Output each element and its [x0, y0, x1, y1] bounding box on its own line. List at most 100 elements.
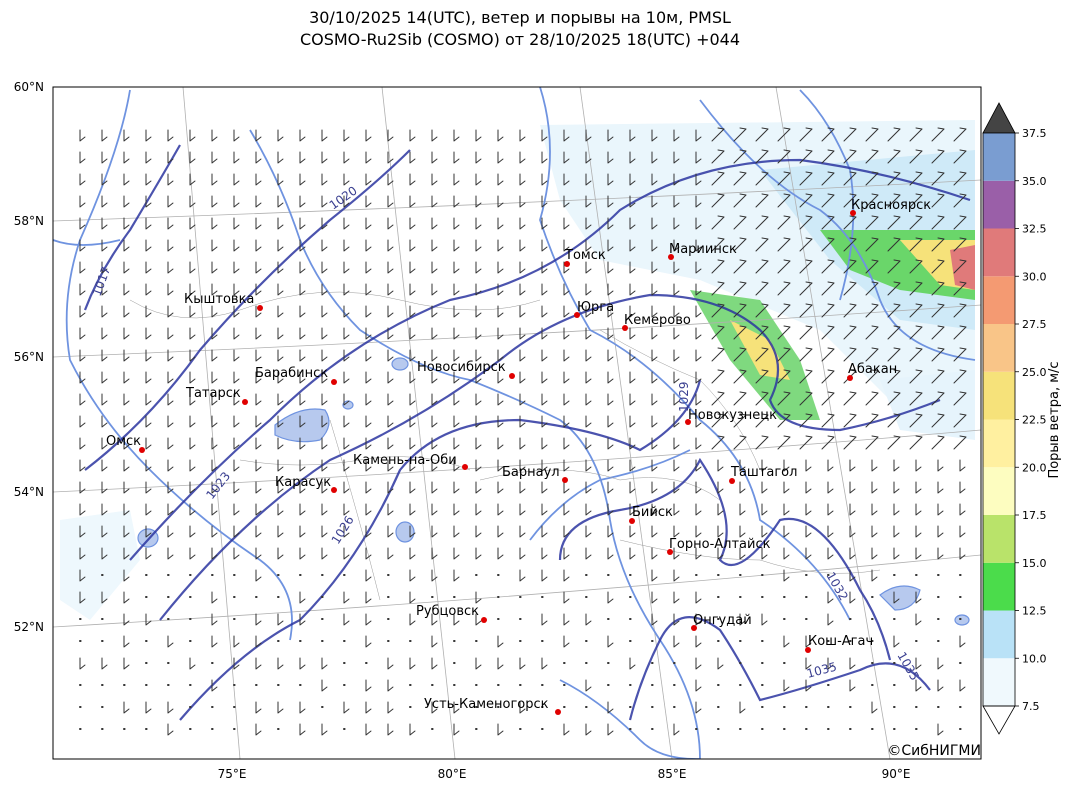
wind-barb: [211, 679, 218, 692]
wind-barb: [387, 349, 394, 362]
wind-barb: [519, 239, 526, 252]
wind-barb: [365, 151, 372, 164]
wind-barb: [343, 481, 350, 494]
wind-barb: [145, 481, 152, 494]
wind-barb: [299, 503, 306, 516]
wind-barb: [607, 217, 614, 230]
wind-barb: [167, 547, 174, 560]
wind-barb: [299, 371, 306, 384]
wind-barb: [409, 261, 416, 274]
wind-barb: [695, 591, 702, 604]
wind-barb: [629, 657, 636, 670]
wind-barb: [475, 591, 482, 604]
wind-barb: [255, 371, 262, 384]
wind-barb: [79, 195, 86, 208]
wind-barb: [101, 415, 108, 428]
wind-barb: [431, 173, 438, 186]
wind-barb: [497, 547, 504, 560]
wind-barb: [865, 347, 879, 362]
wind-barb: [931, 215, 945, 230]
wind-barb: [123, 305, 130, 318]
wind-barb: [695, 657, 702, 670]
wind-barb: [233, 327, 240, 340]
wind-barb: [695, 701, 702, 714]
wind-barb: [931, 237, 945, 252]
wind-barb: [865, 237, 879, 252]
wind-barb: [821, 215, 835, 230]
wind-barb: [673, 217, 680, 230]
wind-barb: [887, 193, 901, 208]
wind-barb: [871, 547, 878, 560]
wind-barb: [497, 635, 504, 648]
colorbar-under-arrow: [982, 705, 1016, 735]
wind-barb: [519, 547, 526, 560]
wind-barb: [821, 369, 835, 384]
wind-barb: [541, 481, 548, 494]
city-label: Омск: [106, 434, 141, 449]
colorbar-bin: [983, 324, 1015, 372]
wind-barb: [865, 193, 879, 208]
wind-barb: [541, 217, 548, 230]
wind-barb: [453, 503, 460, 516]
wind-barb: [277, 129, 284, 142]
wind-barb: [409, 239, 416, 252]
wind-barb: [629, 195, 636, 208]
wind-barb: [931, 391, 945, 406]
wind-barb: [101, 239, 108, 252]
city-label: Барнаул: [502, 465, 560, 480]
wind-barb: [541, 195, 548, 208]
wind-barb: [475, 173, 482, 186]
wind-barb: [695, 129, 702, 142]
wind-barb: [233, 547, 240, 560]
wind-barb: [277, 305, 284, 318]
wind-barb: [255, 635, 262, 648]
wind-barb: [585, 459, 592, 472]
wind-barb: [909, 259, 923, 274]
wind-barb: [519, 503, 526, 516]
wind-barb: [497, 349, 504, 362]
wind-barb: [233, 261, 240, 274]
city-label: Юрга: [577, 300, 614, 315]
wind-barb: [101, 261, 108, 274]
wind-barb: [101, 151, 108, 164]
wind-barb: [277, 349, 284, 362]
wind-barb: [321, 481, 328, 494]
wind-barb: [123, 525, 130, 538]
wind-barb: [519, 415, 526, 428]
wind-barb: [585, 723, 592, 736]
wind-barb: [343, 195, 350, 208]
wind-barb: [849, 547, 856, 560]
wind-barb: [365, 635, 372, 648]
wind-barb: [953, 369, 967, 384]
wind-barb: [277, 239, 284, 252]
wind-barb: [887, 237, 901, 252]
wind-barb: [695, 635, 702, 648]
wind-barb: [189, 305, 196, 318]
wind-barb: [777, 435, 791, 450]
wind-barb: [409, 129, 416, 142]
wind-barb: [915, 459, 922, 472]
wind-barb: [123, 371, 130, 384]
wind-barb: [871, 503, 878, 516]
wind-barb: [233, 349, 240, 362]
wind-barb: [211, 525, 218, 538]
wind-barb: [607, 261, 614, 274]
wind-barb: [189, 151, 196, 164]
wind-barb: [387, 129, 394, 142]
wind-barb: [409, 283, 416, 296]
wind-barb: [321, 459, 328, 472]
wind-barb: [211, 415, 218, 428]
wind-barb: [843, 259, 857, 274]
wind-barb: [519, 459, 526, 472]
colorbar-tick-label: 12.5: [1022, 605, 1047, 618]
wind-barb: [931, 127, 945, 142]
wind-barb: [519, 393, 526, 406]
wind-barb: [827, 657, 834, 670]
wind-barb: [211, 283, 218, 296]
wind-barb: [101, 459, 108, 472]
wind-barb: [431, 613, 438, 626]
wind-barb: [607, 283, 614, 296]
wind-barb: [475, 261, 482, 274]
wind-barb: [321, 547, 328, 560]
wind-barb: [167, 327, 174, 340]
